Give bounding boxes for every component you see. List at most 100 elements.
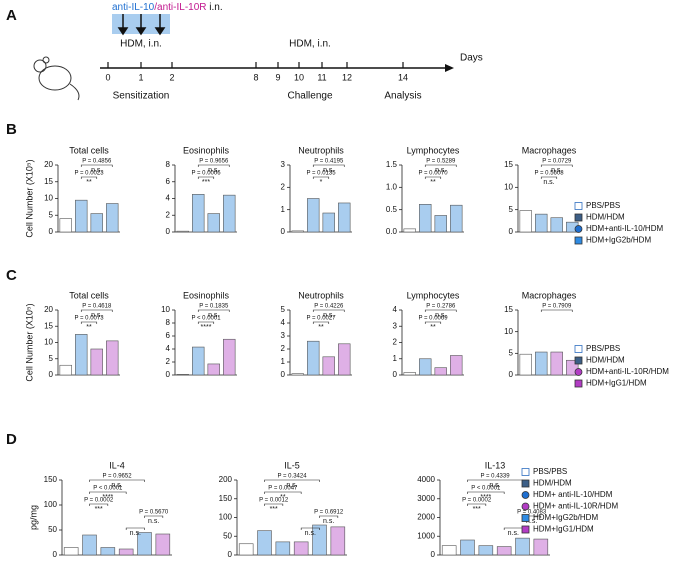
y-tick-label: 15 (44, 321, 53, 330)
bar (75, 334, 88, 376)
legend-label: HDM+ anti-IL-10R/HDM (533, 502, 618, 511)
day-label: 9 (275, 72, 280, 82)
significance: n.s. (208, 167, 219, 174)
y-tick-label: 5 (281, 305, 286, 314)
day-label: 1 (138, 72, 143, 82)
p-value: P = 0.6912 (314, 510, 344, 516)
panel-label: D (6, 431, 17, 448)
treatment-arrows (117, 14, 166, 36)
significance: ** (430, 179, 436, 186)
significance-bracket (80, 309, 113, 312)
y-tick-label: 100 (44, 500, 58, 509)
legend-label: PBS/PBS (533, 467, 567, 476)
legend-label: HDM/HDM (586, 356, 625, 365)
bar (519, 353, 532, 376)
significance-bracket (424, 164, 457, 167)
y-tick-label: 3 (281, 160, 286, 169)
treatment-2: /anti-IL-10R (154, 2, 206, 13)
y-tick-label: 2000 (417, 513, 435, 522)
y-tick-label: 20 (44, 160, 53, 169)
significance-bracket (467, 503, 487, 506)
bar (307, 340, 320, 376)
significance-bracket (312, 321, 330, 324)
bar (137, 532, 152, 556)
y-axis-label: Cell Number (X10⁵) (24, 159, 34, 237)
bar (238, 543, 254, 556)
legend-label: HDM+IgG1/HDM (586, 379, 647, 388)
y-tick-label: 1 (281, 205, 286, 214)
significance-bracket (89, 479, 145, 482)
bar (550, 217, 563, 233)
legend-marker (574, 213, 583, 222)
p-value: P = 0.4618 (82, 304, 112, 310)
legend-label: HDM/HDM (533, 479, 572, 488)
bar (223, 194, 236, 233)
y-tick-label: 2 (281, 344, 286, 353)
legend-label: HDM+IgG1/HDM (533, 525, 594, 534)
legend-marker (574, 345, 583, 353)
y-tick-label: 150 (44, 475, 58, 484)
panel-label: A (6, 7, 17, 24)
bar (434, 215, 447, 233)
significance: n.s. (551, 167, 562, 174)
legend-label: HDM+anti-IL-10/HDM (586, 224, 663, 233)
significance-bracket (89, 491, 127, 494)
significance: ** (280, 494, 286, 501)
p-value: P = 0.5289 (426, 159, 456, 165)
significance-bracket (80, 164, 113, 167)
day-label: 2 (169, 72, 174, 82)
y-tick-label: 0 (509, 227, 514, 236)
p-value: P = 0.0002 (462, 498, 492, 504)
chart-title: Total cells (69, 290, 109, 300)
p-value: P = 0.5670 (139, 510, 169, 516)
bar (566, 359, 579, 376)
p-value: P = 0.0006 (191, 171, 221, 177)
significance: ** (430, 324, 436, 331)
significance: **** (480, 494, 491, 501)
day-label: 8 (253, 72, 258, 82)
chart-title: Eosinophils (183, 145, 230, 155)
bar (207, 363, 220, 376)
challenge-label: HDM, i.n. (289, 39, 331, 50)
p-value: P = 0.9652 (102, 474, 132, 480)
legend-marker (574, 236, 583, 245)
significance-bracket (540, 176, 558, 179)
bar (515, 537, 530, 556)
y-tick-label: 8 (166, 160, 171, 169)
day-label: 0 (105, 72, 110, 82)
y-tick-label: 0 (228, 550, 233, 559)
bar (478, 545, 494, 556)
bar (59, 218, 72, 233)
significance-bracket (540, 164, 573, 167)
y-tick-label: 6 (166, 177, 171, 186)
y-tick-label: 0 (281, 370, 286, 379)
significance: n.s. (489, 482, 500, 489)
significance-bracket (264, 479, 320, 482)
y-tick-label: 0 (509, 370, 514, 379)
mouse-icon (33, 56, 80, 101)
bar (403, 372, 416, 376)
significance: **** (201, 324, 212, 331)
significance: *** (473, 506, 481, 513)
chart-title: IL-4 (109, 460, 125, 470)
significance-bracket (312, 176, 330, 179)
bar (535, 351, 548, 376)
bar (293, 541, 309, 556)
bar (419, 358, 432, 376)
y-tick-label: 0 (166, 227, 171, 236)
bar (291, 373, 304, 376)
p-value: P = 0.2786 (426, 304, 456, 310)
legend-marker (574, 379, 583, 388)
p-value: P = 0.9656 (199, 159, 229, 165)
y-tick-label: 0 (166, 370, 171, 379)
p-value: P = 0.5608 (534, 171, 564, 177)
p-value: P = 0.0070 (418, 171, 448, 177)
legend-marker (574, 356, 583, 365)
legend-marker (521, 525, 530, 534)
significance-bracket (319, 515, 339, 518)
significance: n.s. (148, 518, 159, 525)
bar (450, 204, 463, 233)
p-value: P < 0.0001 (93, 486, 123, 492)
y-tick-label: 1000 (417, 531, 435, 540)
significance-bracket (80, 176, 98, 179)
